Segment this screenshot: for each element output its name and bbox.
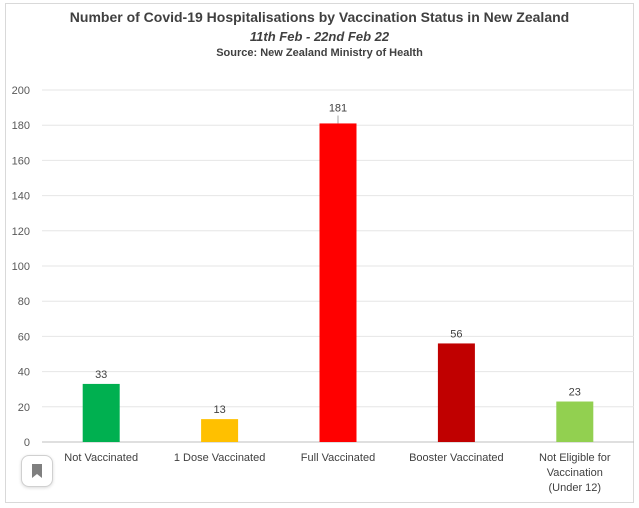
y-tick-label: 60 — [18, 331, 30, 343]
x-tick-label: Booster Vaccinated — [409, 452, 504, 464]
chart-subtitle: 11th Feb - 22nd Feb 22 — [249, 29, 390, 44]
bookmark-icon — [32, 464, 42, 478]
bookmark-button[interactable] — [21, 455, 53, 487]
y-tick-label: 40 — [18, 367, 30, 379]
data-label: 56 — [450, 328, 462, 340]
bar — [437, 343, 475, 442]
bar — [556, 401, 594, 442]
y-tick-label: 20 — [18, 402, 30, 414]
y-tick-label: 140 — [12, 191, 30, 203]
x-tick-label: Not Vaccinated — [64, 452, 139, 464]
y-tick-label: 180 — [12, 120, 30, 132]
bar — [319, 123, 357, 442]
x-tick-label: Not Eligible for Vaccination (Under 12) — [539, 452, 611, 494]
bar — [201, 419, 239, 442]
data-label: 13 — [213, 404, 225, 416]
x-tick-label: 1 Dose Vaccinated — [173, 452, 266, 464]
y-tick-label: 80 — [18, 296, 30, 308]
x-tick-label: Full Vaccinated — [300, 452, 376, 464]
y-tick-label: 200 — [12, 85, 30, 97]
chart-title: Number of Covid-19 Hospitalisations by V… — [69, 9, 570, 25]
bar — [82, 383, 120, 442]
y-tick-label: 160 — [12, 155, 30, 167]
data-label: 23 — [569, 387, 581, 399]
y-tick-label: 120 — [12, 226, 30, 238]
data-label: 33 — [95, 369, 107, 381]
y-tick-label: 100 — [12, 261, 30, 273]
y-tick-label: 0 — [24, 437, 30, 449]
data-label: 181 — [329, 102, 347, 114]
chart-source: Source: New Zealand Ministry of Health — [216, 47, 423, 59]
